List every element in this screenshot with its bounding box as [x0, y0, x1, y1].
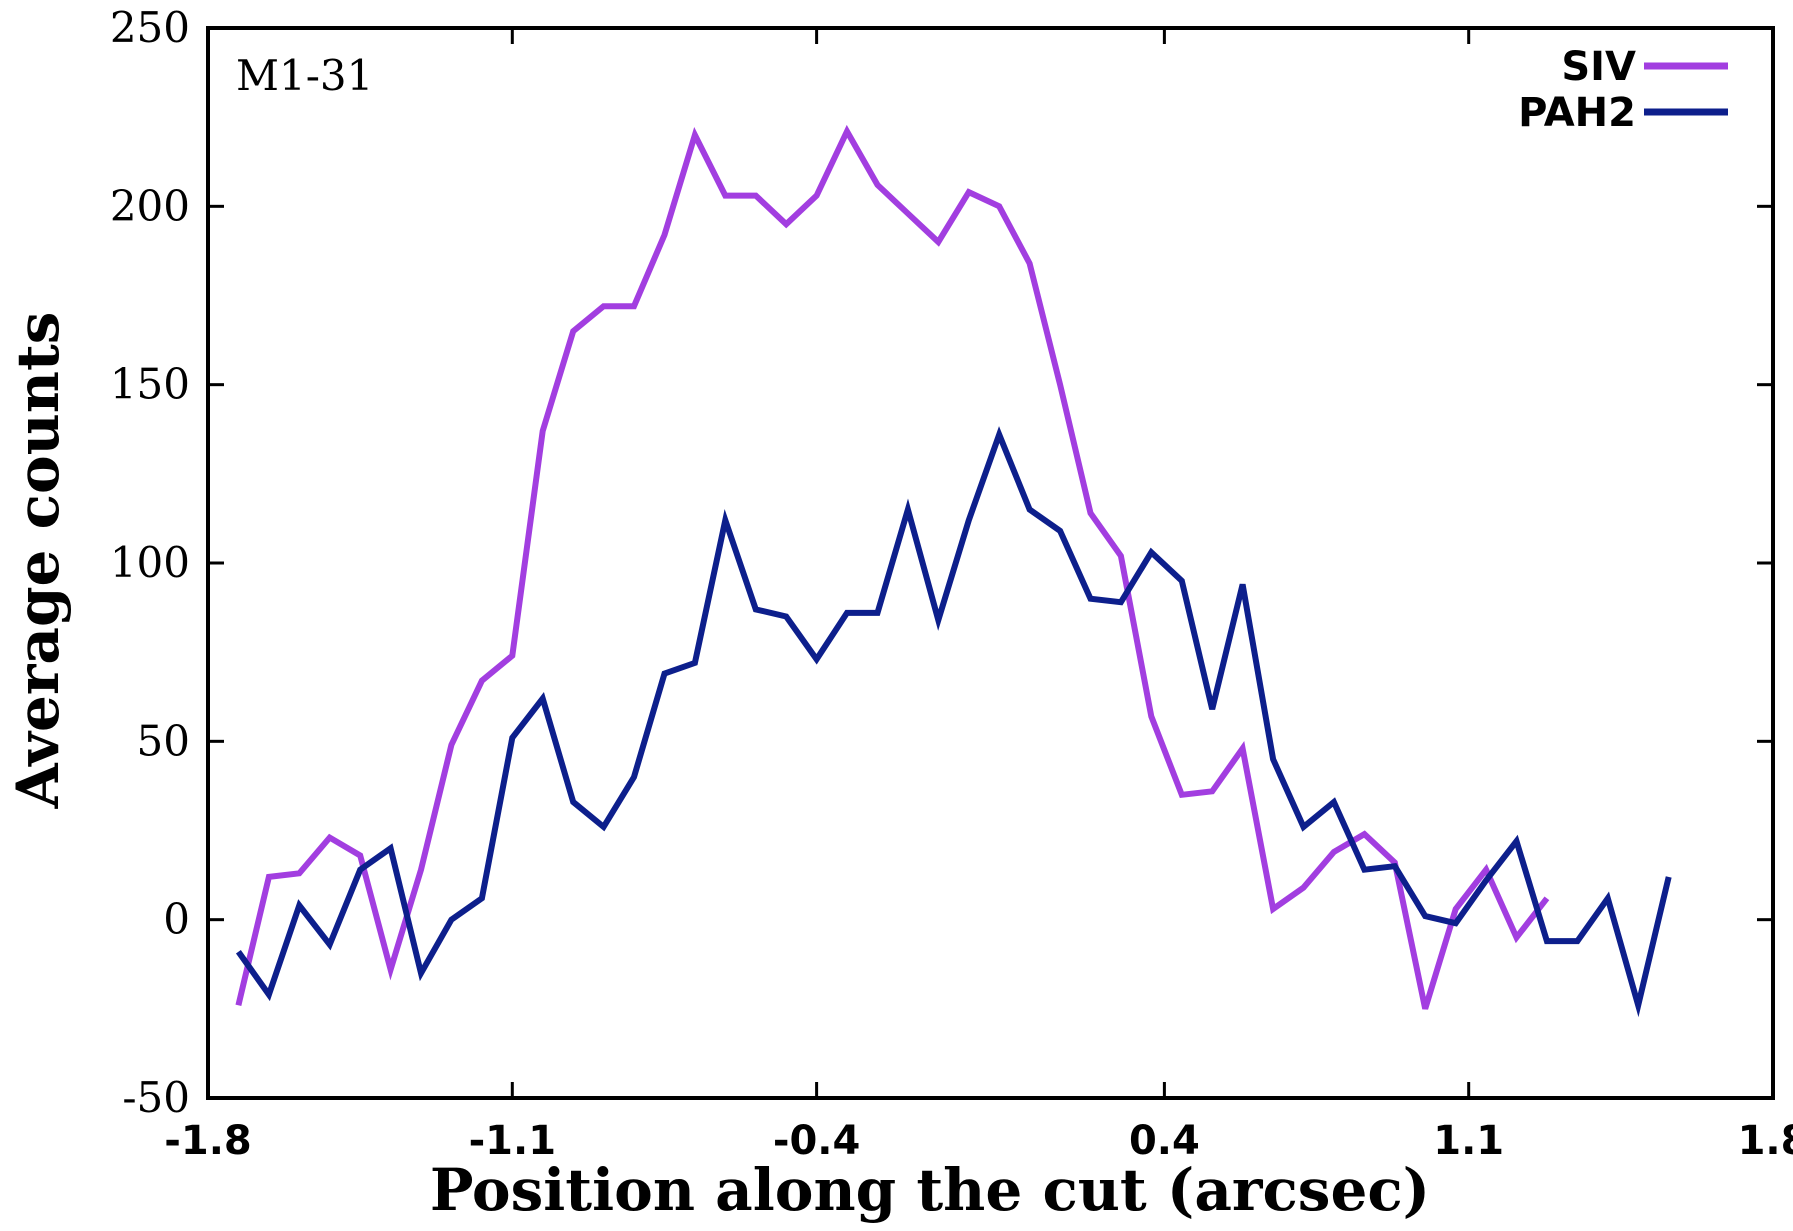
x-tick-label: -0.4 [773, 1118, 860, 1164]
y-tick-label: 50 [137, 716, 190, 765]
x-tick-label: 1.8 [1738, 1118, 1793, 1164]
y-axis-ticks: -50 0 50 100 150 200 250 [110, 3, 1773, 1122]
series-line-siv [235, 124, 1550, 1010]
y-axis-title: Average counts [4, 312, 72, 810]
y-tick-label: 0 [163, 895, 190, 944]
y-tick-label: -50 [122, 1073, 190, 1122]
y-tick-label: 100 [110, 538, 190, 587]
legend-label: SIV [1561, 44, 1636, 90]
y-tick-label: 150 [110, 360, 190, 409]
plot-annotation: M1-31 [236, 51, 373, 100]
x-axis-ticks: -1.8 -1.1 -0.4 0.4 1.1 1.8 [164, 28, 1793, 1164]
y-tick-label: 200 [110, 181, 190, 230]
y-tick-label: 250 [110, 3, 190, 52]
plot-frame [206, 26, 1775, 1100]
series-lines [235, 124, 1672, 1018]
x-tick-label: 0.4 [1129, 1118, 1200, 1164]
x-tick-label: 1.1 [1433, 1118, 1504, 1164]
legend-label: PAH2 [1518, 90, 1636, 136]
x-tick-label: -1.1 [469, 1118, 556, 1164]
x-tick-label: -1.8 [164, 1118, 251, 1164]
series-line-pah2 [235, 426, 1672, 1018]
x-axis-title: Position along the cut (arcsec) [430, 1156, 1430, 1224]
